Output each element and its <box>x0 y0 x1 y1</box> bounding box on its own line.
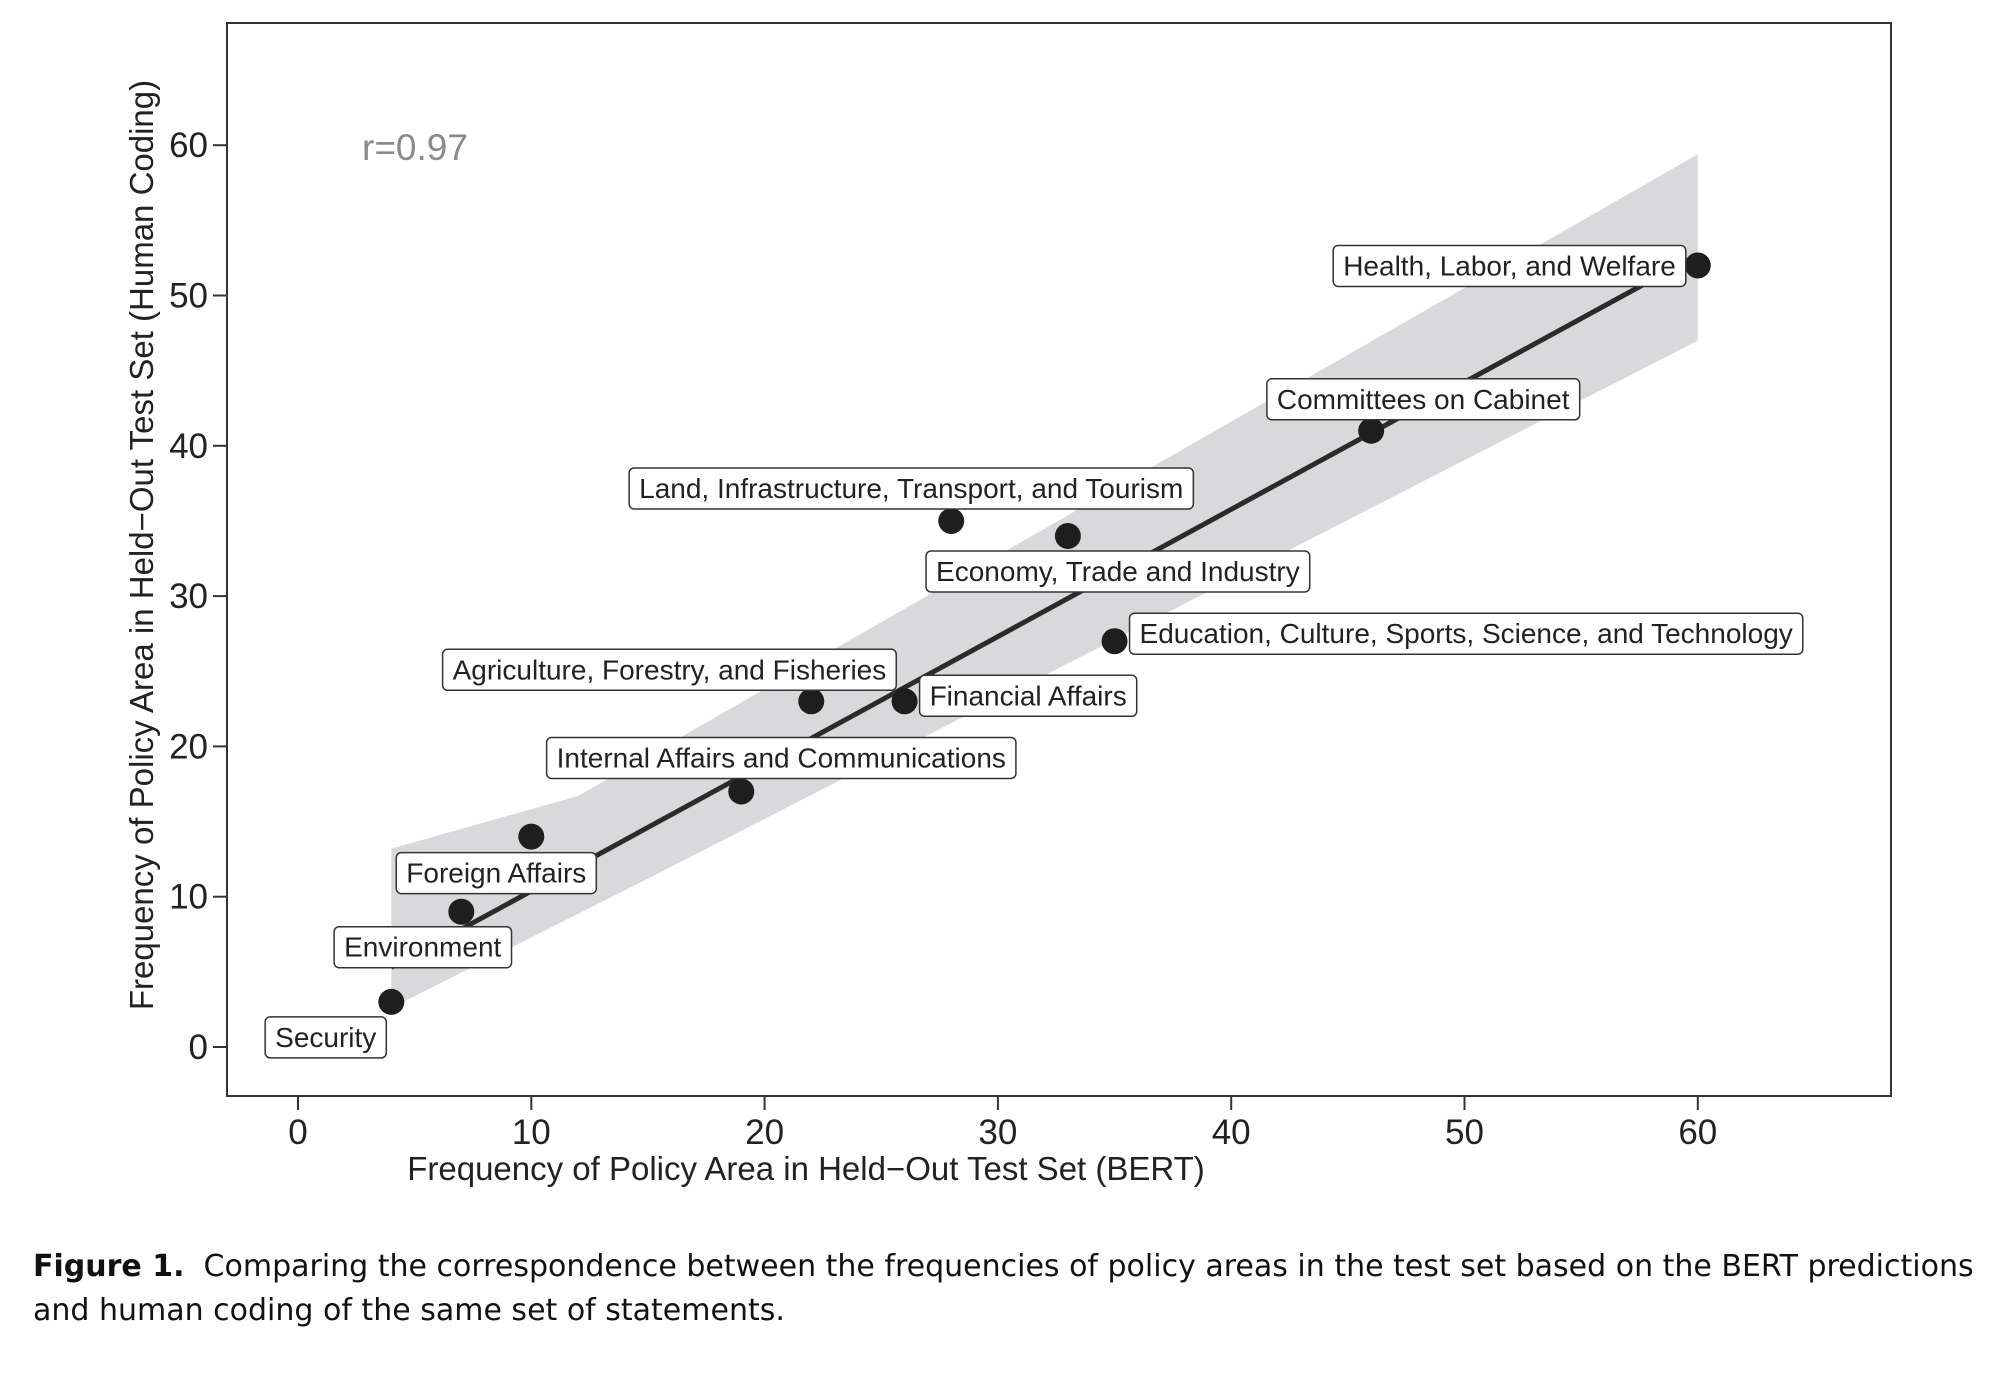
data-point <box>518 823 545 850</box>
points-layer <box>378 252 1711 1015</box>
point-label: Internal Affairs and Communications <box>545 736 1017 780</box>
point-label-text: Education, Culture, Sports, Science, and… <box>1140 618 1793 649</box>
x-tick-label: 40 <box>1212 1113 1251 1152</box>
point-label-text: Agriculture, Forestry, and Fisheries <box>453 654 887 685</box>
point-label-box <box>333 925 513 969</box>
point-label-text: Internal Affairs and Communications <box>557 742 1006 773</box>
data-point <box>1684 252 1711 279</box>
point-labels-layer: Security Environment Foreign Affairs Intern… <box>264 244 1804 1059</box>
y-tick-label: 10 <box>169 878 208 917</box>
data-point <box>1054 522 1081 549</box>
point-label-text: Committees on Cabinet <box>1277 384 1570 415</box>
data-point <box>1358 417 1385 444</box>
y-tick-label: 30 <box>169 577 208 616</box>
point-label-box <box>628 467 1195 510</box>
scatter-chart: Security Environment Foreign Affairs Intern… <box>123 22 1892 1187</box>
point-label: Land, Infrastructure, Transport, and Tou… <box>628 467 1195 510</box>
figure-caption: Figure 1. Comparing the correspondence b… <box>33 1245 1993 1333</box>
point-label: Security <box>264 1016 388 1059</box>
caption-text: Comparing the correspondence between the… <box>33 1249 1974 1328</box>
x-axis-title: Frequency of Policy Area in Held−Out Tes… <box>407 1150 1205 1187</box>
point-label-box <box>925 550 1311 593</box>
point-label-text: Land, Infrastructure, Transport, and Tou… <box>639 473 1183 504</box>
y-tick-label: 60 <box>169 126 208 165</box>
x-axis: 0 10 20 30 40 50 60 <box>288 1096 1717 1152</box>
point-label-box <box>1332 244 1687 288</box>
data-point <box>1101 628 1128 655</box>
point-label: Health, Labor, and Welfare <box>1332 244 1687 288</box>
regression-line <box>390 252 1699 970</box>
point-label-text: Health, Labor, and Welfare <box>1343 250 1676 281</box>
caption-label: Figure 1. <box>33 1249 185 1284</box>
x-tick-label: 30 <box>978 1113 1017 1152</box>
point-label: Foreign Affairs <box>395 851 598 895</box>
y-tick-label: 20 <box>169 727 208 766</box>
point-label-box <box>264 1016 388 1059</box>
y-axis: 0 10 20 30 40 50 60 <box>169 126 227 1067</box>
point-label-box <box>545 736 1017 780</box>
point-label-box <box>1266 378 1581 421</box>
point-label-box <box>441 648 898 692</box>
point-label: Committees on Cabinet <box>1266 378 1581 421</box>
x-tick-label: 50 <box>1445 1113 1484 1152</box>
correlation-annotation: r=0.97 <box>362 127 468 168</box>
data-point <box>728 778 755 805</box>
x-tick-label: 0 <box>288 1113 307 1152</box>
y-axis-title: Frequency of Policy Area in Held−Out Tes… <box>123 80 160 1010</box>
data-point <box>378 988 405 1015</box>
x-tick-label: 10 <box>512 1113 551 1152</box>
point-label-box <box>395 851 598 895</box>
data-point <box>448 898 475 925</box>
point-label: Agriculture, Forestry, and Fisheries <box>441 648 898 692</box>
point-label-text: Security <box>275 1022 376 1053</box>
data-point <box>938 507 965 534</box>
point-label-box <box>1128 612 1804 655</box>
y-tick-label: 50 <box>169 277 208 316</box>
y-tick-label: 0 <box>189 1028 208 1067</box>
point-label-text: Financial Affairs <box>930 680 1127 711</box>
data-point <box>891 688 918 715</box>
data-point <box>798 688 825 715</box>
point-label: Financial Affairs <box>918 674 1138 718</box>
fit-line-layer <box>390 252 1699 970</box>
x-tick-label: 60 <box>1678 1113 1717 1152</box>
point-label: Education, Culture, Sports, Science, and… <box>1128 612 1804 655</box>
plot-frame <box>226 22 1892 1097</box>
point-label-box <box>918 674 1138 718</box>
point-label-text: Economy, Trade and Industry <box>936 556 1300 587</box>
point-label: Economy, Trade and Industry <box>925 550 1311 593</box>
point-label-text: Environment <box>344 932 501 963</box>
point-label-text: Foreign Affairs <box>406 858 586 889</box>
x-tick-label: 20 <box>745 1113 784 1152</box>
point-label: Environment <box>333 925 513 969</box>
y-tick-label: 40 <box>169 427 208 466</box>
